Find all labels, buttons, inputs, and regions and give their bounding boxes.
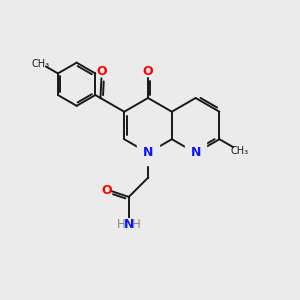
Text: CH₃: CH₃ xyxy=(231,146,249,156)
Text: N: N xyxy=(143,146,153,159)
Text: CH₃: CH₃ xyxy=(32,58,50,69)
Text: N: N xyxy=(124,218,134,231)
Text: H: H xyxy=(117,218,125,231)
Text: O: O xyxy=(101,184,112,196)
Text: N: N xyxy=(190,146,201,159)
Text: H: H xyxy=(132,218,141,231)
Text: O: O xyxy=(96,65,107,78)
Text: O: O xyxy=(143,65,153,78)
